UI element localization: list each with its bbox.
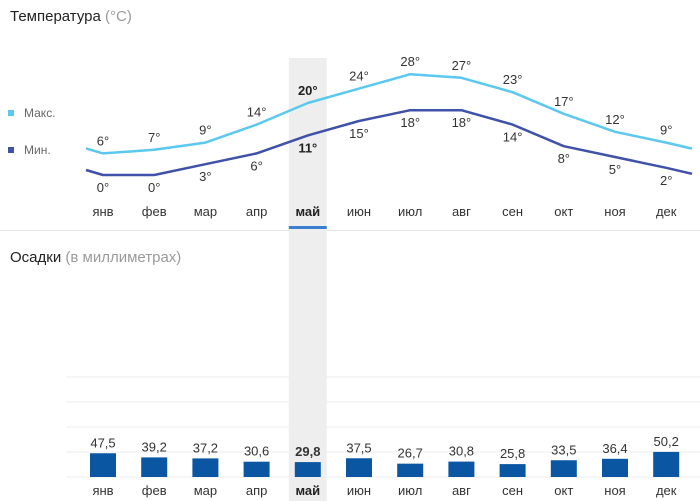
max-temp-label: 28° [400, 54, 420, 69]
precip-month-label: июл [398, 483, 422, 498]
precip-month-label: май [295, 483, 320, 498]
max-temp-label: 27° [452, 58, 472, 73]
precip-bar [346, 458, 372, 477]
min-temp-label: 5° [609, 162, 621, 177]
min-temp-line [85, 108, 693, 177]
precip-bar [243, 461, 270, 477]
temperature-title: Температура (°C) [10, 8, 132, 25]
min-temp-label: 18° [400, 115, 420, 130]
precip-value-label: 37,2 [193, 440, 218, 455]
precip-bar [294, 462, 321, 477]
precip-value-label: 50,2 [654, 434, 679, 449]
month-tab-7[interactable]: авг [452, 204, 471, 219]
max-temp-label: 23° [503, 72, 523, 87]
precip-value-label: 39,2 [142, 439, 167, 454]
temperature-title-text: Температура [10, 8, 101, 25]
month-tab-11[interactable]: дек [656, 204, 677, 219]
precip-value-label: 25,8 [500, 446, 525, 461]
precip-bar [141, 457, 168, 477]
precip-value-label: 26,7 [398, 446, 423, 461]
precip-value-label: 33,5 [551, 442, 576, 457]
min-temp-label: 2° [660, 173, 672, 188]
precip-value-label: 36,4 [602, 441, 627, 456]
min-temp-label: 3° [199, 169, 211, 184]
max-temp-line [85, 72, 693, 155]
precip-value-label: 47,5 [90, 435, 115, 450]
precip-bar [90, 453, 116, 477]
precip-bar [448, 461, 475, 477]
legend-max-label: Макс. [24, 106, 56, 120]
precip-value-label: 37,5 [346, 440, 371, 455]
precip-month-label: мар [194, 483, 217, 498]
precipitation-title: Осадки (в миллиметрах) [10, 249, 181, 266]
month-tab-6[interactable]: июл [398, 204, 422, 219]
min-temp-label: 8° [558, 151, 570, 166]
month-tab-9[interactable]: окт [554, 204, 573, 219]
min-temp-label: 6° [250, 158, 262, 173]
min-temp-label: 0° [148, 180, 160, 195]
precip-bar [499, 464, 526, 477]
month-tab-5[interactable]: июн [347, 204, 371, 219]
max-temp-label: 12° [605, 112, 625, 127]
max-temp-label: 24° [349, 69, 369, 84]
temperature-unit: (°C) [105, 8, 132, 25]
precip-month-label: апр [246, 483, 268, 498]
max-temp-label: 17° [554, 94, 574, 109]
month-tab-8[interactable]: сен [502, 204, 523, 219]
precip-month-label: июн [347, 483, 371, 498]
min-temp-label: 0° [97, 180, 109, 195]
min-temp-label: 15° [349, 126, 369, 141]
precip-value-label: 30,6 [244, 444, 269, 459]
min-temp-label: 14° [503, 130, 523, 145]
legend-min-label: Мин. [24, 143, 51, 157]
month-tab-1[interactable]: фев [142, 204, 167, 219]
precip-bar [192, 458, 219, 477]
max-temp-label: 6° [97, 133, 109, 148]
precip-value-label: 30,8 [449, 444, 474, 459]
month-tab-10[interactable]: ноя [604, 204, 625, 219]
precip-bar [653, 451, 680, 477]
precip-bar [602, 458, 628, 477]
max-temp-label: 20° [298, 83, 318, 98]
max-temp-label: 7° [148, 130, 160, 145]
precip-bar [550, 460, 577, 477]
min-temp-label: 18° [452, 115, 472, 130]
max-temp-label: 9° [660, 123, 672, 138]
selected-month-highlight [288, 58, 327, 501]
precipitation-title-text: Осадки [10, 249, 62, 266]
precipitation-unit: (в миллиметрах) [65, 249, 182, 266]
selected-month-indicator [288, 226, 327, 229]
min-temp-label: 11° [298, 140, 317, 155]
precip-month-label: фев [142, 483, 167, 498]
month-tab-2[interactable]: мар [194, 204, 217, 219]
month-tab-3[interactable]: апр [246, 204, 268, 219]
precip-bar [397, 463, 424, 477]
precip-month-label: янв [92, 483, 113, 498]
legend-min-swatch [8, 147, 14, 153]
month-tab-0[interactable]: янв [92, 204, 113, 219]
precip-value-label: 29,8 [295, 444, 320, 459]
precip-month-label: дек [656, 483, 677, 498]
precip-month-label: авг [452, 483, 471, 498]
section-divider [0, 230, 700, 231]
max-temp-label: 9° [199, 123, 211, 138]
precip-month-label: сен [502, 483, 523, 498]
precip-month-label: ноя [604, 483, 625, 498]
legend-max-swatch [8, 110, 14, 116]
max-temp-label: 14° [247, 105, 267, 120]
month-tab-4[interactable]: май [295, 204, 320, 219]
precip-month-label: окт [554, 483, 573, 498]
